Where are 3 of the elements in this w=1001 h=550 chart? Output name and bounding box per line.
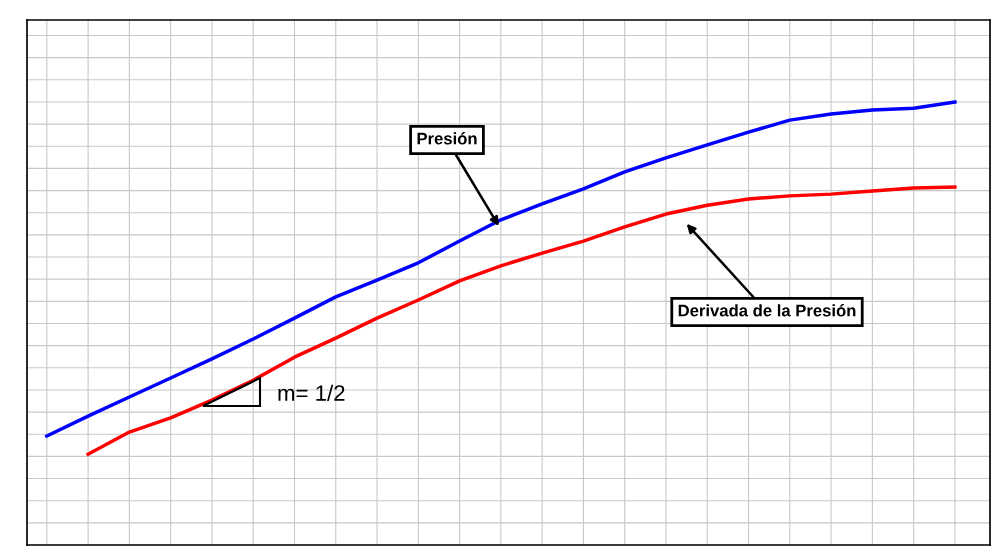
annotation: Presión — [417, 132, 477, 145]
annotation: m= 1/2 — [278, 384, 345, 401]
annotation: Derivada de la Presión — [678, 304, 856, 317]
